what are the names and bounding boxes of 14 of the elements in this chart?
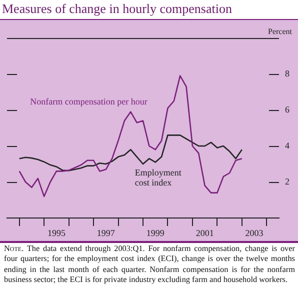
text: Note. The data extend through 2003:Q1. For nonfarm compensation, change is over four quarters; for the employment cost index (ECI), change is over the twelve months ending in the last month of each quarter. Nonfarm compensation is for the nonfarm business sector; the ECI is for private industry excluding farm and household workers.: [4, 244, 295, 286]
x-tick-label: 1995: [47, 228, 66, 238]
x-tick-label: 1997: [96, 228, 116, 238]
series-label: Employment cost index: [134, 168, 182, 188]
x-tick-label: 2001: [196, 228, 214, 238]
x-tick-label: 2003: [245, 228, 264, 238]
y-tick-label: 8: [285, 68, 290, 78]
y-tick-label: 4: [285, 140, 290, 150]
y-tick-label: 6: [285, 104, 290, 114]
chart-title: Measures of change in hourly compensation: [2, 1, 232, 17]
series-label: Nonfarm compensation per hour: [30, 96, 148, 107]
y-tick-label: 2: [285, 176, 290, 186]
y-axis-title: Percent: [268, 27, 292, 36]
x-tick-label: 1999: [146, 228, 165, 238]
